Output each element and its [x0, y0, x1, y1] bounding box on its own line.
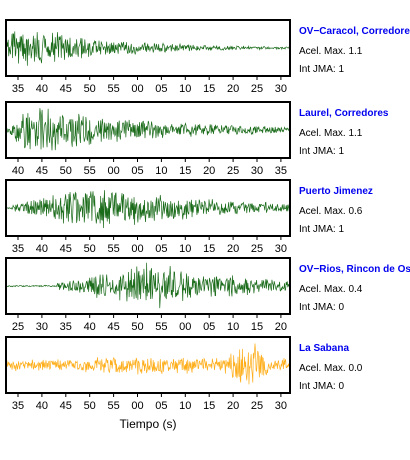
seismogram-panel: 35 40 45 50 55 00 05 10 15 20 25 30 Puerto Jimenez Ac…	[5, 179, 373, 255]
x-tick-label: 45	[60, 400, 72, 412]
panel-frame	[5, 336, 291, 394]
x-tick-label: 55	[107, 400, 119, 412]
x-tick-label: 40	[12, 165, 24, 177]
x-tick-label: 00	[131, 243, 143, 255]
x-tick-label: 00	[131, 83, 143, 95]
x-tick-label: 10	[227, 321, 239, 333]
x-tick-label: 45	[36, 165, 48, 177]
station-name: OV−Rios, Rincon de Os	[299, 264, 410, 275]
x-tick-label: 10	[155, 165, 167, 177]
x-tick-label: 55	[107, 83, 119, 95]
station-name: Puerto Jimenez	[299, 186, 373, 197]
x-tick-label: 25	[251, 400, 263, 412]
x-tick-label: 35	[12, 83, 24, 95]
x-tick-label: 25	[251, 83, 263, 95]
x-tick-label: 10	[179, 83, 191, 95]
jma-intensity: Int JMA: 1	[299, 146, 344, 157]
waveform-trace	[5, 108, 291, 151]
x-tick-label: 15	[203, 83, 215, 95]
panel-frame	[5, 19, 291, 77]
x-tick-label: 30	[36, 321, 48, 333]
x-tick-label: 05	[155, 243, 167, 255]
max-acceleration: Acel. Max. 0.6	[299, 206, 363, 217]
x-tick-label: 40	[36, 83, 48, 95]
max-acceleration: Acel. Max. 1.1	[299, 46, 363, 57]
max-acceleration: Acel. Max. 0.0	[299, 363, 363, 374]
x-tick-label: 45	[60, 243, 72, 255]
x-tick-label: 55	[84, 165, 96, 177]
x-tick-label: 55	[155, 321, 167, 333]
x-tick-label: 45	[107, 321, 119, 333]
x-tick-label: 00	[107, 165, 119, 177]
x-tick-label: 05	[155, 400, 167, 412]
x-tick-label: 40	[36, 243, 48, 255]
x-tick-label: 30	[275, 243, 287, 255]
x-tick-label: 20	[203, 165, 215, 177]
x-tick-label: 50	[84, 83, 96, 95]
x-tick-label: 55	[107, 243, 119, 255]
seismogram-panel: 35 40 45 50 55 00 05 10 15 20 25 30 La Sabana Acel. M…	[5, 336, 363, 412]
x-tick-label: 20	[227, 243, 239, 255]
panel-frame	[5, 101, 291, 159]
x-tick-label: 45	[60, 83, 72, 95]
x-tick-label: 10	[179, 243, 191, 255]
seismogram-panel: 40 45 50 55 00 05 10 15 20 25 30 35 Laurel, Corredor…	[5, 101, 389, 177]
max-acceleration: Acel. Max. 0.4	[299, 284, 363, 295]
x-axis-label: Tiempo (s)	[120, 417, 177, 431]
x-tick-label: 50	[131, 321, 143, 333]
x-tick-label: 10	[179, 400, 191, 412]
x-tick-label: 40	[84, 321, 96, 333]
x-tick-label: 25	[251, 243, 263, 255]
x-tick-label: 15	[203, 400, 215, 412]
x-tick-label: 05	[155, 83, 167, 95]
waveform-trace	[5, 343, 291, 385]
seismogram-panel: 35 40 45 50 55 00 05 10 15 20 25 30 OV−Caracol, Corr…	[5, 19, 410, 95]
x-tick-label: 50	[60, 165, 72, 177]
station-name: Laurel, Corredores	[299, 108, 389, 119]
x-tick-label: 15	[179, 165, 191, 177]
station-name: OV−Caracol, Corredore	[299, 26, 410, 37]
x-tick-label: 35	[60, 321, 72, 333]
jma-intensity: Int JMA: 0	[299, 302, 344, 313]
x-tick-label: 00	[179, 321, 191, 333]
waveform-trace	[5, 262, 291, 309]
panel-frame	[5, 179, 291, 237]
x-tick-label: 20	[275, 321, 287, 333]
x-tick-label: 20	[227, 83, 239, 95]
x-tick-label: 35	[275, 165, 287, 177]
x-tick-label: 35	[12, 400, 24, 412]
x-tick-label: 05	[203, 321, 215, 333]
x-tick-label: 35	[12, 243, 24, 255]
x-tick-label: 30	[275, 400, 287, 412]
panel-frame	[5, 257, 291, 315]
station-name: La Sabana	[299, 343, 349, 354]
seismogram-panel: 25 30 35 40 45 50 55 00 05 10 15 20 OV−Rios, Rincon …	[5, 257, 410, 333]
x-tick-label: 50	[84, 400, 96, 412]
jma-intensity: Int JMA: 0	[299, 381, 344, 392]
x-tick-label: 15	[203, 243, 215, 255]
waveform-trace	[5, 31, 291, 66]
jma-intensity: Int JMA: 1	[299, 64, 344, 75]
x-tick-label: 25	[227, 165, 239, 177]
x-tick-label: 30	[275, 83, 287, 95]
x-tick-label: 25	[12, 321, 24, 333]
x-tick-label: 00	[131, 400, 143, 412]
x-tick-label: 20	[227, 400, 239, 412]
x-tick-label: 50	[84, 243, 96, 255]
jma-intensity: Int JMA: 1	[299, 224, 344, 235]
max-acceleration: Acel. Max. 1.1	[299, 128, 363, 139]
x-tick-label: 30	[251, 165, 263, 177]
waveform-trace	[5, 190, 291, 228]
x-tick-label: 15	[251, 321, 263, 333]
x-tick-label: 40	[36, 400, 48, 412]
x-tick-label: 05	[131, 165, 143, 177]
